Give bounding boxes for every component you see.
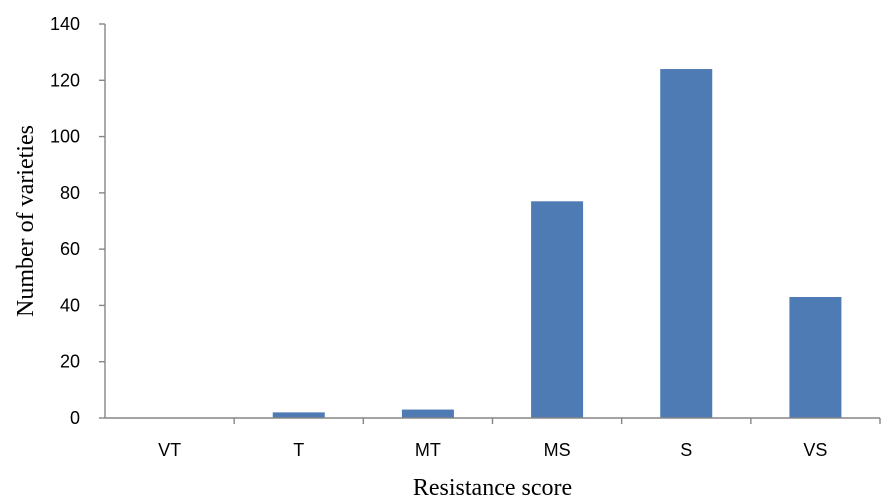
x-tick-label: T	[293, 440, 304, 460]
x-axis-title: Resistance score	[413, 475, 572, 497]
bars-layer	[272, 69, 842, 419]
bar-ms	[531, 201, 584, 418]
x-tick-label: MS	[544, 440, 571, 460]
y-tick-label: 60	[60, 239, 80, 259]
y-axis-title: Number of varieties	[13, 125, 39, 317]
y-tick-label: 120	[50, 70, 80, 90]
x-tick-label: MT	[415, 440, 441, 460]
bar-mt	[401, 409, 454, 418]
bar-vs	[789, 296, 842, 418]
y-tick-label: 40	[60, 295, 80, 315]
x-tick-label: VS	[803, 440, 827, 460]
y-tick-label: 80	[60, 183, 80, 203]
x-tick-label: VT	[158, 440, 181, 460]
y-tick-label: 0	[70, 408, 80, 428]
x-tick-label: S	[680, 440, 692, 460]
y-tick-label: 100	[50, 127, 80, 147]
y-ticks: 0 20 40 60 80 100 120 140	[50, 14, 105, 428]
y-tick-label: 20	[60, 352, 80, 372]
bar-s	[660, 69, 713, 419]
y-tick-label: 140	[50, 14, 80, 34]
axes-layer	[104, 24, 880, 419]
bar-t	[272, 412, 325, 418]
x-ticks: VT T MT MS S VS	[158, 418, 881, 460]
